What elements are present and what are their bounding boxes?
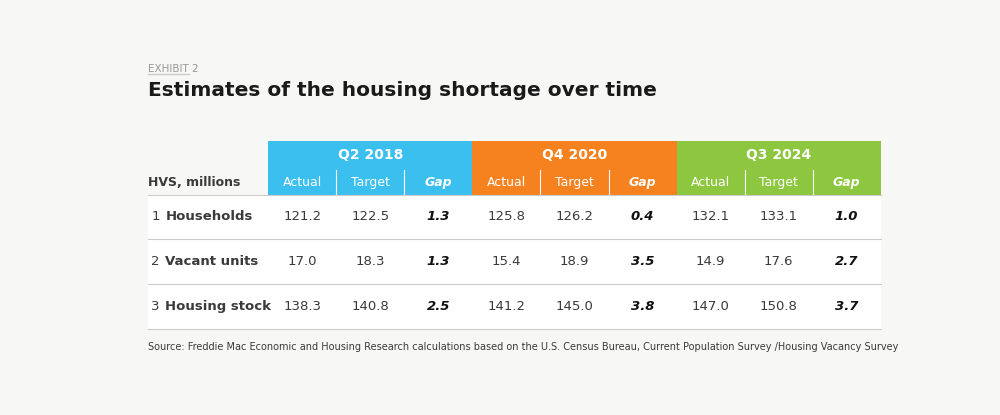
Text: 150.8: 150.8 xyxy=(760,300,798,313)
Bar xyxy=(677,170,745,195)
Text: Actual: Actual xyxy=(487,176,526,189)
Text: 17.0: 17.0 xyxy=(288,255,317,268)
Text: Q3 2024: Q3 2024 xyxy=(746,148,811,162)
Text: Target: Target xyxy=(351,176,390,189)
Text: 1.3: 1.3 xyxy=(427,255,450,268)
Bar xyxy=(745,170,813,195)
Text: Target: Target xyxy=(759,176,798,189)
Text: Actual: Actual xyxy=(283,176,322,189)
Text: Gap: Gap xyxy=(833,176,860,189)
Text: Housing stock: Housing stock xyxy=(165,300,271,313)
Text: 0.4: 0.4 xyxy=(631,210,654,223)
Bar xyxy=(677,141,881,170)
Text: 125.8: 125.8 xyxy=(487,210,525,223)
Text: Q4 2020: Q4 2020 xyxy=(542,148,607,162)
Text: Source: Freddie Mac Economic and Housing Research calculations based on the U.S.: Source: Freddie Mac Economic and Housing… xyxy=(148,342,899,352)
Text: Actual: Actual xyxy=(691,176,730,189)
Text: Vacant units: Vacant units xyxy=(165,255,259,268)
Text: 2: 2 xyxy=(151,255,160,268)
Text: 122.5: 122.5 xyxy=(351,210,389,223)
Text: 17.6: 17.6 xyxy=(764,255,793,268)
Text: 3.8: 3.8 xyxy=(631,300,654,313)
Text: 3: 3 xyxy=(151,300,160,313)
Text: Target: Target xyxy=(555,176,594,189)
Text: 1.0: 1.0 xyxy=(835,210,858,223)
Text: 126.2: 126.2 xyxy=(556,210,594,223)
Bar xyxy=(268,170,336,195)
Text: 18.3: 18.3 xyxy=(356,255,385,268)
Text: Q2 2018: Q2 2018 xyxy=(338,148,403,162)
Bar xyxy=(813,170,881,195)
Text: 2.7: 2.7 xyxy=(835,255,858,268)
Text: 18.9: 18.9 xyxy=(560,255,589,268)
Text: Households: Households xyxy=(165,210,253,223)
Text: EXHIBIT 2: EXHIBIT 2 xyxy=(148,63,199,73)
Text: 132.1: 132.1 xyxy=(691,210,730,223)
Text: 138.3: 138.3 xyxy=(283,300,321,313)
Text: Estimates of the housing shortage over time: Estimates of the housing shortage over t… xyxy=(148,81,657,100)
Text: 145.0: 145.0 xyxy=(556,300,593,313)
Text: 1: 1 xyxy=(151,210,160,223)
Text: 133.1: 133.1 xyxy=(760,210,798,223)
Text: 1.3: 1.3 xyxy=(427,210,450,223)
Bar xyxy=(268,141,472,170)
Text: 121.2: 121.2 xyxy=(283,210,321,223)
Text: 2.5: 2.5 xyxy=(427,300,450,313)
Bar xyxy=(472,170,540,195)
Text: Gap: Gap xyxy=(629,176,656,189)
Text: Gap: Gap xyxy=(425,176,452,189)
Text: 140.8: 140.8 xyxy=(352,300,389,313)
Bar xyxy=(609,170,677,195)
Text: 3.5: 3.5 xyxy=(631,255,654,268)
Bar xyxy=(540,170,609,195)
Text: 14.9: 14.9 xyxy=(696,255,725,268)
Bar xyxy=(148,195,881,329)
Text: 3.7: 3.7 xyxy=(835,300,858,313)
Text: HVS, millions: HVS, millions xyxy=(148,176,241,189)
Text: 141.2: 141.2 xyxy=(487,300,525,313)
Bar xyxy=(472,141,677,170)
Text: 15.4: 15.4 xyxy=(492,255,521,268)
Bar xyxy=(336,170,404,195)
Bar xyxy=(404,170,472,195)
Text: 147.0: 147.0 xyxy=(692,300,729,313)
